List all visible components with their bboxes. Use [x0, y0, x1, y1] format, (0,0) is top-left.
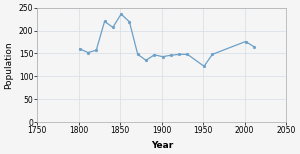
Y-axis label: Population: Population [4, 41, 13, 89]
X-axis label: Year: Year [151, 141, 173, 150]
